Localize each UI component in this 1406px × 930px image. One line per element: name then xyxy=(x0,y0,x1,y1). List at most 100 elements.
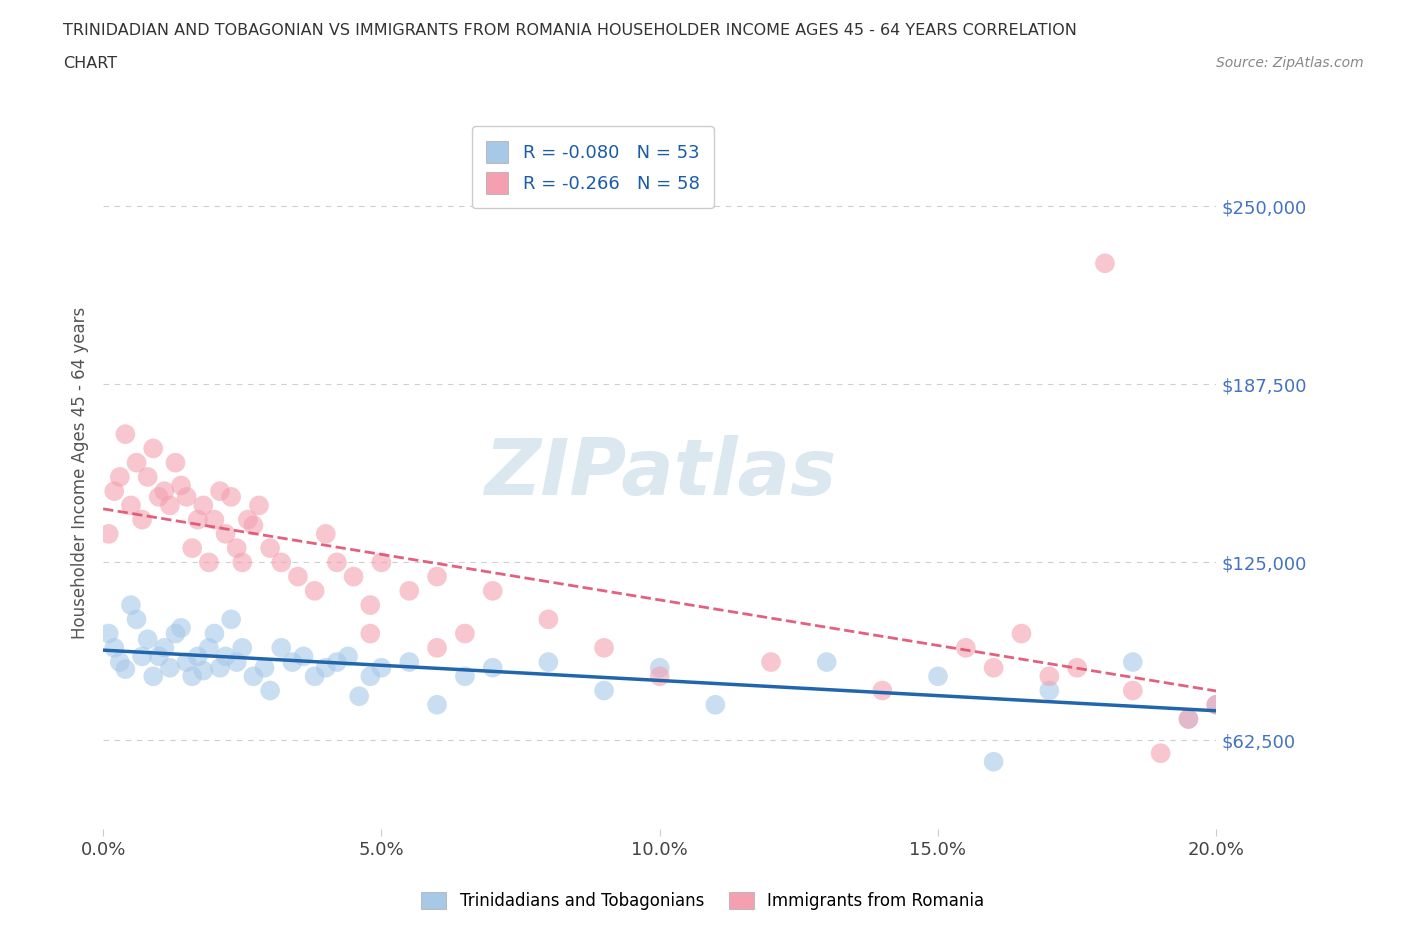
Text: CHART: CHART xyxy=(63,56,117,71)
Point xyxy=(242,669,264,684)
Point xyxy=(114,662,136,677)
Point xyxy=(1177,711,1199,726)
Point xyxy=(136,470,159,485)
Point xyxy=(114,427,136,442)
Point xyxy=(983,754,1005,769)
Point xyxy=(236,512,259,527)
Point xyxy=(872,684,894,698)
Point xyxy=(176,489,198,504)
Point xyxy=(242,518,264,533)
Point xyxy=(259,540,281,555)
Point xyxy=(270,555,292,570)
Point xyxy=(125,612,148,627)
Point xyxy=(1094,256,1116,271)
Point xyxy=(165,626,187,641)
Point xyxy=(214,526,236,541)
Point xyxy=(292,649,315,664)
Point xyxy=(193,663,215,678)
Point xyxy=(97,526,120,541)
Point xyxy=(537,612,560,627)
Point xyxy=(208,660,231,675)
Text: TRINIDADIAN AND TOBAGONIAN VS IMMIGRANTS FROM ROMANIA HOUSEHOLDER INCOME AGES 45: TRINIDADIAN AND TOBAGONIAN VS IMMIGRANTS… xyxy=(63,23,1077,38)
Point xyxy=(315,526,337,541)
Point xyxy=(704,698,727,712)
Point xyxy=(148,489,170,504)
Point xyxy=(259,684,281,698)
Point xyxy=(231,555,253,570)
Point xyxy=(454,626,477,641)
Point xyxy=(927,669,949,684)
Point xyxy=(426,698,449,712)
Point xyxy=(815,655,838,670)
Point xyxy=(136,631,159,646)
Point xyxy=(1038,669,1060,684)
Point xyxy=(370,555,392,570)
Point xyxy=(326,555,349,570)
Point xyxy=(108,470,131,485)
Point xyxy=(359,626,381,641)
Point xyxy=(108,655,131,670)
Point xyxy=(398,655,420,670)
Legend: R = -0.080   N = 53, R = -0.266   N = 58: R = -0.080 N = 53, R = -0.266 N = 58 xyxy=(472,126,714,208)
Text: ZIPatlas: ZIPatlas xyxy=(484,435,835,512)
Point xyxy=(153,641,176,656)
Point xyxy=(204,512,226,527)
Point xyxy=(1066,660,1088,675)
Point xyxy=(97,626,120,641)
Point xyxy=(1122,684,1144,698)
Point xyxy=(103,484,125,498)
Point xyxy=(120,498,142,512)
Point xyxy=(225,655,247,670)
Point xyxy=(247,498,270,512)
Point xyxy=(1205,698,1227,712)
Legend: Trinidadians and Tobagonians, Immigrants from Romania: Trinidadians and Tobagonians, Immigrants… xyxy=(415,885,991,917)
Point xyxy=(648,660,671,675)
Point xyxy=(1149,746,1171,761)
Point xyxy=(193,498,215,512)
Point xyxy=(759,655,782,670)
Point xyxy=(198,641,221,656)
Point xyxy=(1177,711,1199,726)
Point xyxy=(1205,698,1227,712)
Point xyxy=(253,660,276,675)
Point xyxy=(165,455,187,470)
Point xyxy=(103,641,125,656)
Point xyxy=(176,655,198,670)
Point xyxy=(142,669,165,684)
Point xyxy=(347,689,370,704)
Point xyxy=(398,583,420,598)
Point xyxy=(287,569,309,584)
Point xyxy=(370,660,392,675)
Point xyxy=(214,649,236,664)
Point xyxy=(187,649,209,664)
Point xyxy=(426,569,449,584)
Point xyxy=(1038,684,1060,698)
Point xyxy=(219,489,242,504)
Point xyxy=(593,641,616,656)
Point xyxy=(304,583,326,598)
Point xyxy=(326,655,349,670)
Point xyxy=(170,620,193,635)
Text: Source: ZipAtlas.com: Source: ZipAtlas.com xyxy=(1216,56,1364,70)
Point xyxy=(315,660,337,675)
Point xyxy=(270,641,292,656)
Point xyxy=(181,669,204,684)
Point xyxy=(983,660,1005,675)
Point xyxy=(208,484,231,498)
Point xyxy=(481,583,503,598)
Point xyxy=(955,641,977,656)
Point xyxy=(537,655,560,670)
Point xyxy=(225,540,247,555)
Point xyxy=(359,598,381,613)
Point xyxy=(342,569,364,584)
Point xyxy=(153,484,176,498)
Point xyxy=(131,512,153,527)
Point xyxy=(481,660,503,675)
Point xyxy=(198,555,221,570)
Point xyxy=(593,684,616,698)
Point xyxy=(187,512,209,527)
Point xyxy=(159,498,181,512)
Point xyxy=(142,441,165,456)
Point xyxy=(219,612,242,627)
Point xyxy=(454,669,477,684)
